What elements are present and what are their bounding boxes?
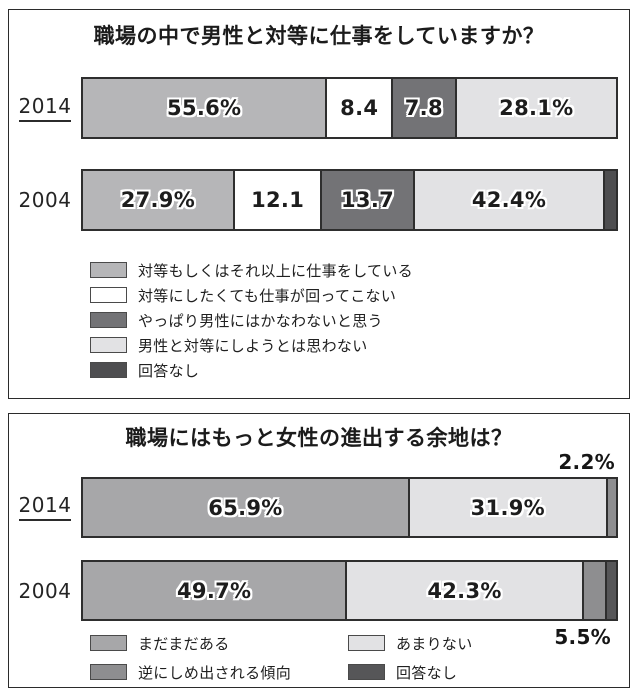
legend-item: 対等もしくはそれ以上に仕事をしている — [90, 260, 629, 280]
legend-label: 男性と対等にしようとは思わない — [138, 336, 368, 355]
year-label: 2004 — [18, 578, 72, 603]
segment-value-label: 13.7 — [341, 188, 395, 212]
segment-value-label: 49.7% — [177, 578, 252, 603]
segment-value-label: 65.9% — [208, 495, 283, 520]
year-label: 2004 — [18, 188, 72, 212]
legend-swatch — [348, 664, 385, 680]
segment-value-label: 55.6% — [167, 96, 242, 120]
chart-row: 2014 65.9% 31.9% — [9, 477, 629, 538]
bar-segment: 31.9% — [407, 479, 606, 536]
legend-label: 対等にしたくても仕事が回ってこない — [138, 286, 397, 305]
equal-work-legend: 対等もしくはそれ以上に仕事をしている 対等にしたくても仕事が回ってこない やっぱり男… — [90, 260, 629, 380]
stacked-bar: 49.7% 42.3% — [81, 560, 618, 621]
legend-swatch — [90, 262, 127, 278]
segment-value-label: 42.4% — [471, 188, 547, 212]
bar-segment: 7.8 — [390, 79, 455, 137]
legend-swatch — [90, 312, 127, 328]
equal-work-chart-panel: 職場の中で男性と対等に仕事をしていますか？ 2014 55.6% 8.4 7.8 28.… — [8, 9, 630, 399]
bar-segment: 13.7 — [320, 171, 413, 229]
legend-swatch — [90, 635, 127, 651]
chart-row: 2004 49.7% 42.3% — [9, 560, 629, 621]
segment-value-label: 7.8 — [404, 96, 443, 120]
year-cell: 2004 — [9, 560, 81, 621]
chart-row: 2004 27.9% 12.1 13.7 42.4% — [9, 169, 629, 231]
bar-segment — [603, 171, 617, 229]
legend-label: 回答なし — [138, 361, 200, 380]
legend-label: 対等もしくはそれ以上に仕事をしている — [138, 261, 413, 280]
stacked-bar: 65.9% 31.9% — [81, 477, 618, 538]
legend-item: あまりない — [348, 633, 629, 653]
bar-segment: 8.4 — [325, 79, 391, 137]
bar-segment: 49.7% — [83, 562, 346, 619]
stacked-bar: 27.9% 12.1 13.7 42.4% — [81, 169, 618, 231]
stacked-bar: 55.6% 8.4 7.8 28.1% — [81, 77, 618, 139]
segment-value-label: 42.3% — [427, 578, 502, 603]
legend-item: やっぱり男性にはかなわないと思う — [90, 310, 629, 330]
equal-work-bars: 2014 55.6% 8.4 7.8 28.1% 2004 27.9% 12.1 13.7 42.… — [9, 77, 629, 231]
advancement-bars: 2014 65.9% 31.9% 2004 49.7% 42.3% — [9, 477, 629, 621]
bar-segment: 12.1 — [232, 171, 321, 229]
bar-segment: 27.9% — [83, 171, 233, 229]
advancement-legend: まだまだある あまりない逆にしめ出される傾向 回答なし — [90, 633, 629, 682]
callout-2004-small-segment: 5.5% — [554, 625, 611, 649]
year-cell: 2004 — [9, 169, 81, 231]
legend-item: まだまだある — [90, 633, 348, 653]
segment-value-label: 28.1% — [499, 96, 574, 120]
bar-segment: 28.1% — [454, 79, 616, 137]
year-label: 2014 — [18, 494, 72, 521]
legend-item: 男性と対等にしようとは思わない — [90, 335, 629, 355]
legend-item: 回答なし — [90, 360, 629, 380]
year-cell: 2014 — [9, 477, 81, 538]
segment-value-label: 27.9% — [120, 188, 196, 212]
segment-value-label: 31.9% — [470, 495, 545, 520]
legend-swatch — [90, 287, 127, 303]
advancement-chart-panel: 職場にはもっと女性の進出する余地は？ 2.2% 2014 65.9% 31.9% 20… — [8, 413, 630, 688]
legend-item: 回答なし — [348, 662, 629, 682]
callout-2014-small-segment: 2.2% — [558, 450, 615, 474]
chart-title: 職場の中で男性と対等に仕事をしていますか？ — [93, 24, 545, 48]
bar-segment: 42.4% — [412, 171, 604, 229]
legend-label: あまりない — [396, 634, 473, 653]
legend-label: やっぱり男性にはかなわないと思う — [138, 311, 383, 330]
bar-segment — [604, 562, 616, 619]
legend-label: まだまだある — [138, 634, 230, 653]
bar-segment: 42.3% — [345, 562, 582, 619]
segment-value-label: 12.1 — [251, 188, 305, 212]
legend-label: 回答なし — [396, 663, 458, 682]
chart-row: 2014 55.6% 8.4 7.8 28.1% — [9, 77, 629, 139]
legend-label: 逆にしめ出される傾向 — [138, 663, 292, 682]
legend-swatch — [348, 635, 385, 651]
legend-item: 対等にしたくても仕事が回ってこない — [90, 285, 629, 305]
legend-swatch — [90, 362, 127, 378]
year-cell: 2014 — [9, 77, 81, 139]
legend-item: 逆にしめ出される傾向 — [90, 662, 348, 682]
bar-segment: 55.6% — [83, 79, 326, 137]
segment-value-label: 8.4 — [340, 96, 379, 120]
bar-segment — [605, 479, 616, 536]
legend-swatch — [90, 337, 127, 353]
bar-segment: 65.9% — [83, 479, 408, 536]
year-label: 2014 — [18, 95, 72, 122]
bar-segment — [581, 562, 605, 619]
chart-title: 職場にはもっと女性の進出する余地は？ — [125, 426, 513, 450]
legend-swatch — [90, 664, 127, 680]
